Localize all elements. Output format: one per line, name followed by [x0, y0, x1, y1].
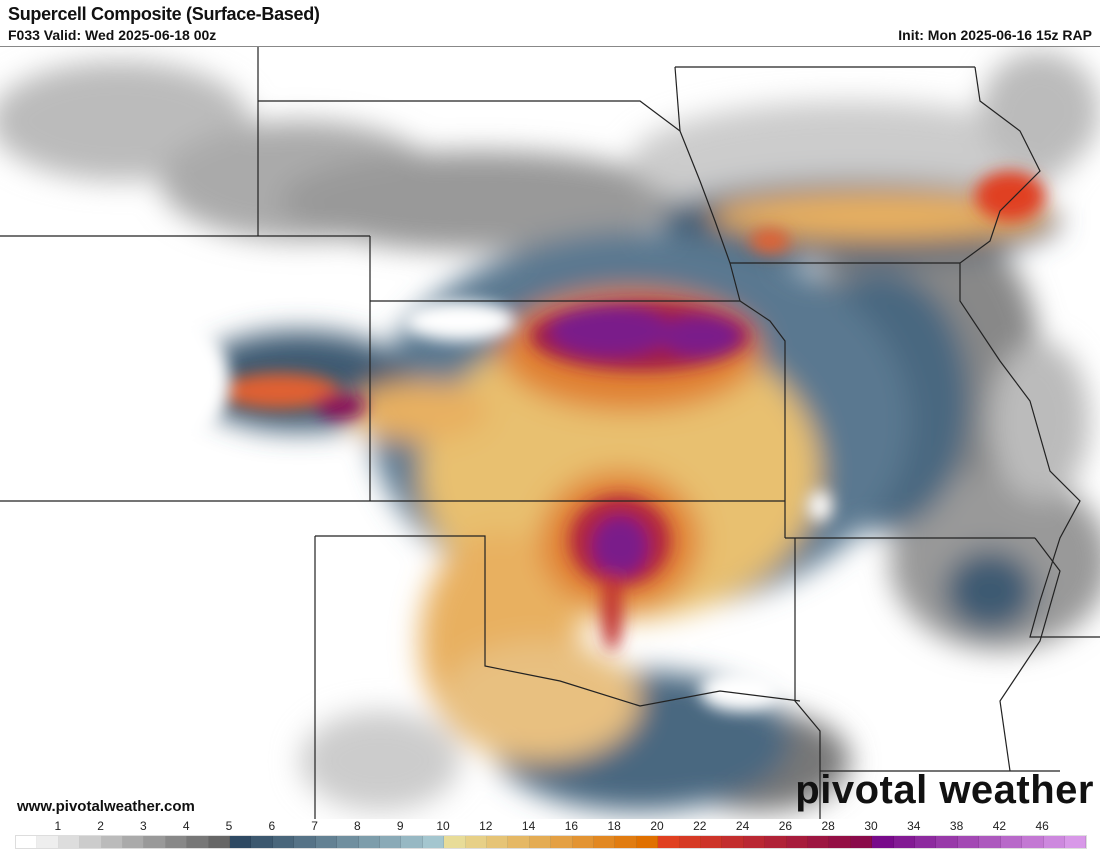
colorbar-swatch [508, 836, 530, 848]
colorbar-swatch [957, 836, 980, 848]
colorbar-swatch [144, 836, 166, 848]
valid-time: F033 Valid: Wed 2025-06-18 00z [8, 27, 217, 43]
colorbar-tick-label: 34 [907, 819, 921, 833]
colorbar-swatch [1000, 836, 1023, 848]
clear-areas [70, 301, 832, 711]
colorbar-tick-label: 9 [396, 819, 404, 833]
colorbar [15, 835, 1087, 849]
colorbar-swatch [465, 836, 487, 848]
colorbar-swatch [379, 836, 402, 848]
colorbar-tick-label: 46 [1035, 819, 1049, 833]
colorbar-swatch [251, 836, 273, 848]
map-title: Supercell Composite (Surface-Based) [8, 4, 320, 24]
colorbar-swatch [1064, 836, 1087, 848]
colorbar-swatch [123, 836, 145, 848]
colorbar-swatch [165, 836, 188, 848]
colorbar-swatch [979, 836, 1001, 848]
colorbar-swatch [230, 836, 252, 848]
pivotal-weather-logo: pivotal weather [795, 768, 1094, 812]
colorbar-swatch [337, 836, 359, 848]
colorbar-swatch [401, 836, 423, 848]
colorbar-swatch [529, 836, 552, 848]
scp-field [0, 51, 1100, 811]
colorbar-swatch [358, 836, 380, 848]
colorbar-swatch [679, 836, 701, 848]
colorbar-tick-label: 1 [54, 819, 62, 833]
map-canvas [0, 47, 1100, 819]
init-time: Init: Mon 2025-06-16 15z RAP [898, 27, 1092, 43]
colorbar-swatch [37, 836, 59, 848]
colorbar-swatch [58, 836, 81, 848]
colorbar-swatch [486, 836, 509, 848]
colorbar-swatch [16, 836, 38, 848]
colorbar-swatch [765, 836, 787, 848]
colorbar-swatch [315, 836, 338, 848]
colorbar-swatch [1022, 836, 1044, 848]
colorbar-tick-label: 8 [354, 819, 361, 833]
colorbar-swatch [422, 836, 445, 848]
colorbar-swatch [572, 836, 594, 848]
colorbar-swatch [872, 836, 894, 848]
colorbar-swatch [893, 836, 916, 848]
colorbar-swatch [444, 836, 466, 848]
colorbar-tick-label: 20 [650, 819, 664, 833]
colorbar-swatch [808, 836, 830, 848]
colorbar-swatch [1043, 836, 1065, 848]
colorbar-tick-label: 28 [821, 819, 835, 833]
colorbar-swatch [208, 836, 231, 848]
weather-map[interactable] [0, 46, 1100, 819]
website-url[interactable]: www.pivotalweather.com [14, 798, 198, 815]
colorbar-tick-label: 4 [182, 819, 190, 833]
colorbar-tick-label: 14 [521, 819, 536, 833]
colorbar-swatch [593, 836, 616, 848]
colorbar-swatch [615, 836, 637, 848]
colorbar-tick-label: 16 [564, 819, 579, 833]
colorbar-swatch [786, 836, 809, 848]
colorbar-swatch [294, 836, 316, 848]
colorbar-tick-label: 7 [311, 819, 318, 833]
colorbar-swatch [551, 836, 573, 848]
colorbar-tick-label: 30 [864, 819, 878, 833]
colorbar-swatch [722, 836, 744, 848]
colorbar-swatch [101, 836, 124, 848]
colorbar-swatch [850, 836, 873, 848]
colorbar-tick-label: 3 [140, 819, 147, 833]
state-borders [0, 47, 1100, 819]
colorbar-swatch [658, 836, 680, 848]
colorbar-swatch [701, 836, 723, 848]
colorbar-tick-label: 6 [268, 819, 276, 833]
colorbar-swatch [80, 836, 102, 848]
colorbar-tick-label: 26 [778, 819, 793, 833]
colorbar-swatch [272, 836, 295, 848]
colorbar-swatch [743, 836, 766, 848]
colorbar-ticks: 1 2 3 4 5 6 7 8 9 10 12 14 16 18 20 22 24 26 28 30 34 38 42 46 [15, 819, 1085, 835]
colorbar-tick-label: 22 [693, 819, 707, 833]
colorbar-swatch [829, 836, 851, 848]
colorbar-tick-label: 42 [992, 819, 1007, 833]
colorbar-swatch [915, 836, 937, 848]
colorbar-swatch [187, 836, 209, 848]
colorbar-tick-label: 2 [97, 819, 104, 833]
colorbar-tick-label: 18 [607, 819, 621, 833]
colorbar-swatch [636, 836, 659, 848]
colorbar-tick-label: 10 [436, 819, 450, 833]
colorbar-tick-label: 38 [949, 819, 964, 833]
colorbar-tick-label: 24 [735, 819, 750, 833]
colorbar-swatch [936, 836, 958, 848]
colorbar-tick-label: 5 [225, 819, 233, 833]
colorbar-tick-label: 12 [479, 819, 493, 833]
